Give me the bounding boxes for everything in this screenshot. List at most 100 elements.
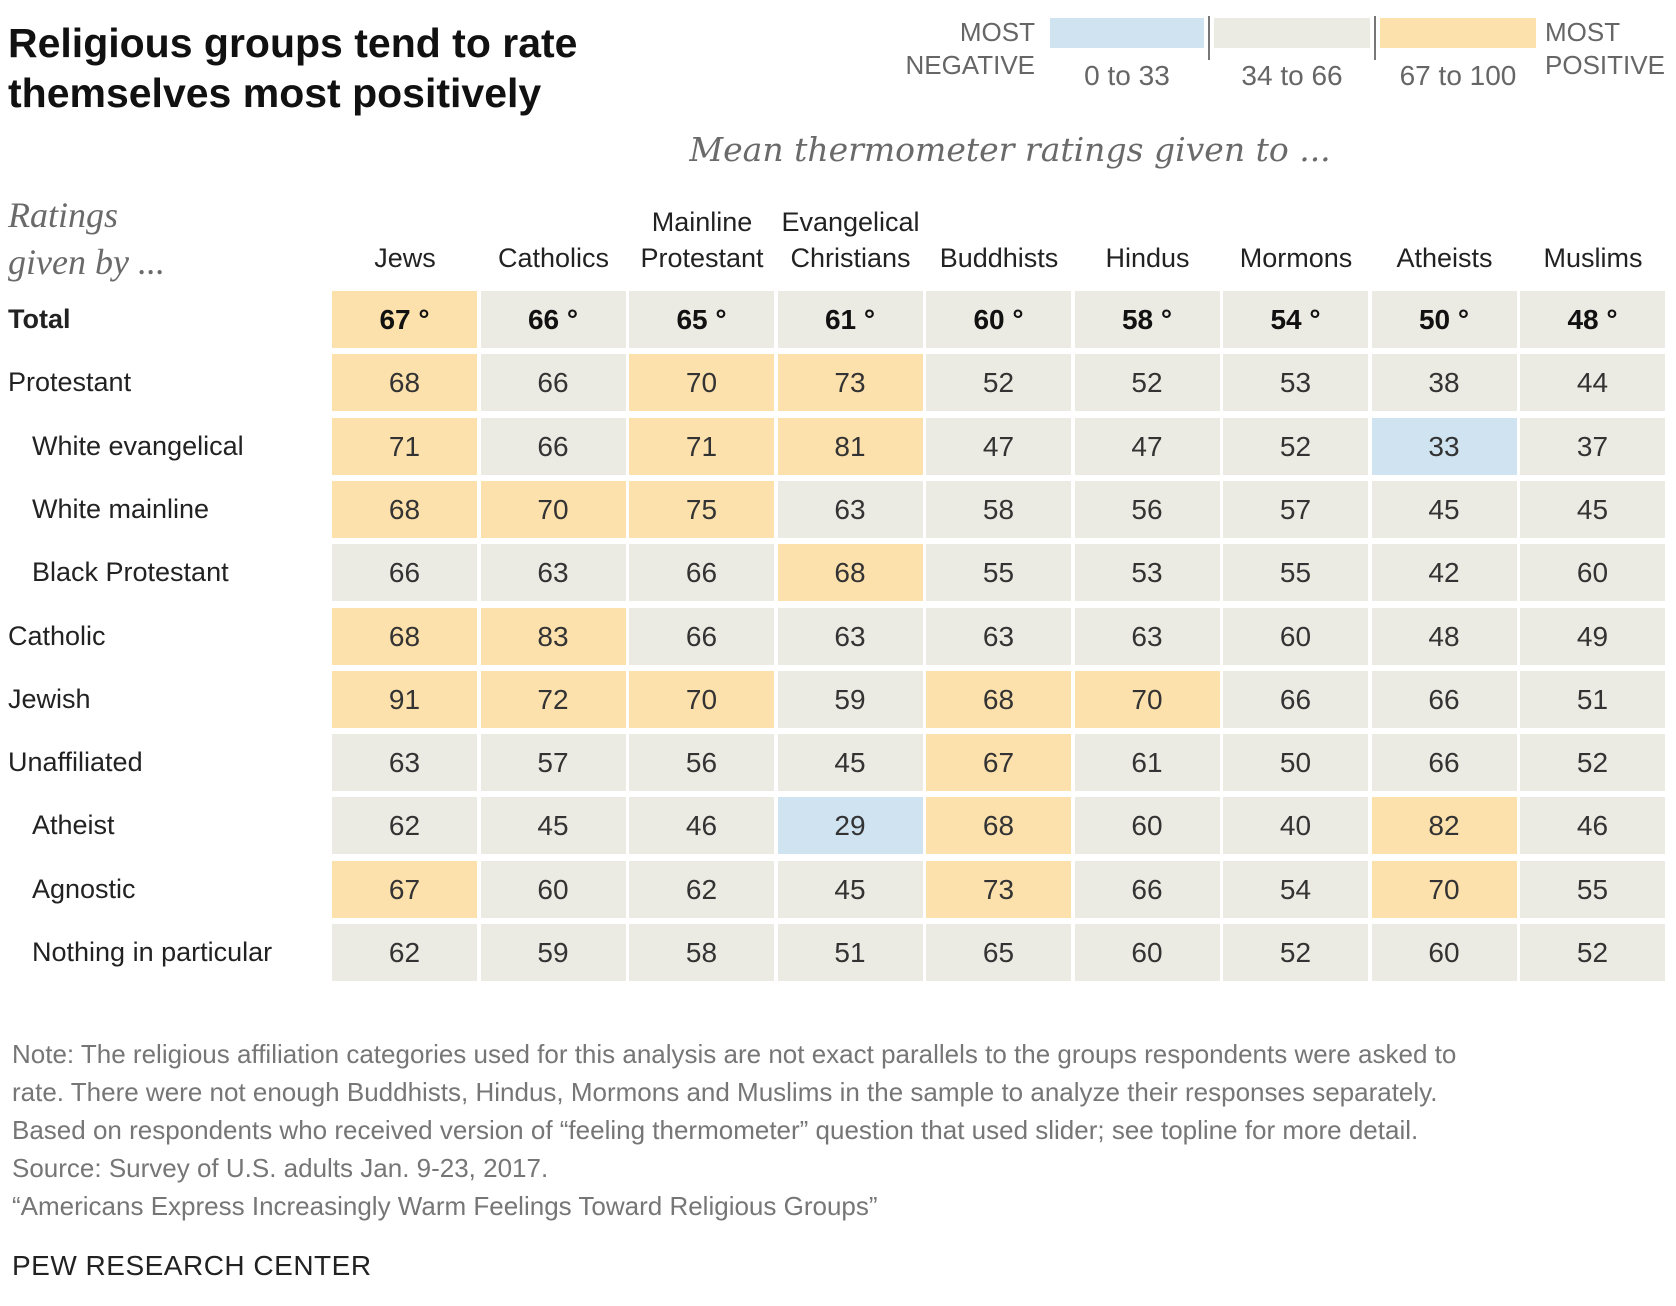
footnote: Note: The religious affiliation categori… (12, 1035, 1662, 1225)
table-cell: 73 (926, 860, 1071, 918)
table-cell: 42 (1371, 544, 1517, 602)
chart-title-line: themselves most positively (8, 70, 542, 116)
table-cell: 61 (1074, 734, 1220, 792)
table-cell: 66 (1074, 860, 1220, 918)
table-cell: 52 (1520, 924, 1665, 981)
column-header-buddhists: Buddhists (939, 243, 1059, 273)
row-label-atheist: Atheist (32, 810, 115, 841)
table-cell: 52 (1223, 924, 1368, 981)
row-header: Ratings given by ... (8, 192, 165, 286)
table-cell: 37 (1520, 417, 1665, 475)
table-cell: 66 (1223, 670, 1368, 728)
legend-divider (1374, 16, 1376, 60)
table-cell: 58 (629, 924, 774, 981)
table-cell: 62 (629, 860, 774, 918)
table-cell: 46 (629, 797, 774, 855)
table-cell: 68 (926, 670, 1071, 728)
legend-range-mid: 34 to 66 (1241, 60, 1343, 91)
table-cell: 52 (1520, 734, 1665, 792)
table-cell: 45 (777, 860, 923, 918)
row-label-black-protestant: Black Protestant (32, 557, 229, 588)
color-legend: MOST NEGATIVE 0 to 33 34 to 66 67 to 100… (0, 12, 1676, 112)
table-cell: 66 (480, 417, 626, 475)
table-cell: 51 (777, 924, 923, 981)
legend-divider (1208, 16, 1210, 60)
table-cell: 47 (1074, 417, 1220, 475)
table-cell: 40 (1223, 797, 1368, 855)
table-cell: 66 (629, 607, 774, 665)
table-cell: 52 (926, 354, 1071, 412)
table-cell: 46 (1520, 797, 1665, 855)
table-cell: 70 (1371, 860, 1517, 918)
table-cell: 52 (1223, 417, 1368, 475)
table-cell: 72 (480, 670, 626, 728)
table-cell: 55 (1520, 860, 1665, 918)
table-cell: 67 (332, 860, 477, 918)
table-cell: 60 (1074, 924, 1220, 981)
table-cell: 75 (629, 480, 774, 538)
legend-swatch-mid (1214, 18, 1370, 48)
table-cell: 66 (480, 354, 626, 412)
table-cell: 62 (332, 924, 477, 981)
row-label-unaffiliated: Unaffiliated (8, 747, 143, 778)
table-cell: 45 (480, 797, 626, 855)
table-cell: 48 (1371, 607, 1517, 665)
table-cell: 60 (1223, 607, 1368, 665)
table-cell: 68 (777, 544, 923, 602)
table-cell: 63 (777, 607, 923, 665)
table-cell: 63 (1074, 607, 1220, 665)
table-cell: 68 (332, 354, 477, 412)
table-cell: 66 (332, 544, 477, 602)
table-cell: 52 (1074, 354, 1220, 412)
note-line: Based on respondents who received versio… (12, 1115, 1419, 1145)
table-cell: 60 (1371, 924, 1517, 981)
table-cell: 50 ° (1371, 291, 1517, 348)
legend-negative-line: MOST (959, 17, 1035, 47)
table-cell: 48 ° (1520, 291, 1665, 348)
table-cell: 47 (926, 417, 1071, 475)
table-cell: 44 (1520, 354, 1665, 412)
column-header-hindus: Hindus (1105, 243, 1190, 273)
chart-subtitle: Mean thermometer ratings given to ... (689, 130, 1331, 169)
table-cell: 55 (926, 544, 1071, 602)
legend-range-low: 0 to 33 (1084, 60, 1170, 91)
legend-swatch-high (1380, 18, 1536, 48)
brand-logo-text: PEW RESEARCH CENTER (12, 1250, 372, 1281)
row-label-nothing-in-particular: Nothing in particular (32, 937, 273, 967)
table-cell: 70 (629, 670, 774, 728)
table-cell: 38 (1371, 354, 1517, 412)
table-cell: 70 (629, 354, 774, 412)
table-cell: 66 (1371, 734, 1517, 792)
table-cell: 53 (1074, 544, 1220, 602)
table-cell: 71 (332, 417, 477, 475)
column-header-evangelical-christians: Evangelical Christians (781, 207, 920, 273)
table-cell: 45 (1520, 480, 1665, 538)
row-label-agnostic: Agnostic (32, 873, 136, 904)
table-cell: 56 (1074, 480, 1220, 538)
table-cell: 66 (1371, 670, 1517, 728)
table-cell: 63 (332, 734, 477, 792)
table-cell: 56 (629, 734, 774, 792)
row-label-white-evangelical: White evangelical (32, 430, 244, 461)
table-cell: 57 (1223, 480, 1368, 538)
table-cell: 45 (777, 734, 923, 792)
table-cell: 60 (1074, 797, 1220, 855)
source-line: Source: Survey of U.S. adults Jan. 9-23,… (12, 1153, 549, 1183)
table-cell: 53 (1223, 354, 1368, 412)
table-cell: 51 (1520, 670, 1665, 728)
table-cell: 70 (480, 480, 626, 538)
table-cell: 50 (1223, 734, 1368, 792)
table-cell: 55 (1223, 544, 1368, 602)
row-label-jewish: Jewish (8, 683, 91, 714)
table-cell: 67 ° (332, 291, 477, 348)
legend-swatch-low (1050, 18, 1204, 48)
table-cell: 59 (777, 670, 923, 728)
column-header-muslims: Muslims (1543, 243, 1643, 273)
table-cell: 45 (1371, 480, 1517, 538)
table-cell: 67 (926, 734, 1071, 792)
table-cell: 65 (926, 924, 1071, 981)
row-label-protestant: Protestant (8, 367, 132, 398)
table-cell: 61 ° (777, 291, 923, 348)
table-cell: 63 (926, 607, 1071, 665)
table-cell: 68 (332, 607, 477, 665)
